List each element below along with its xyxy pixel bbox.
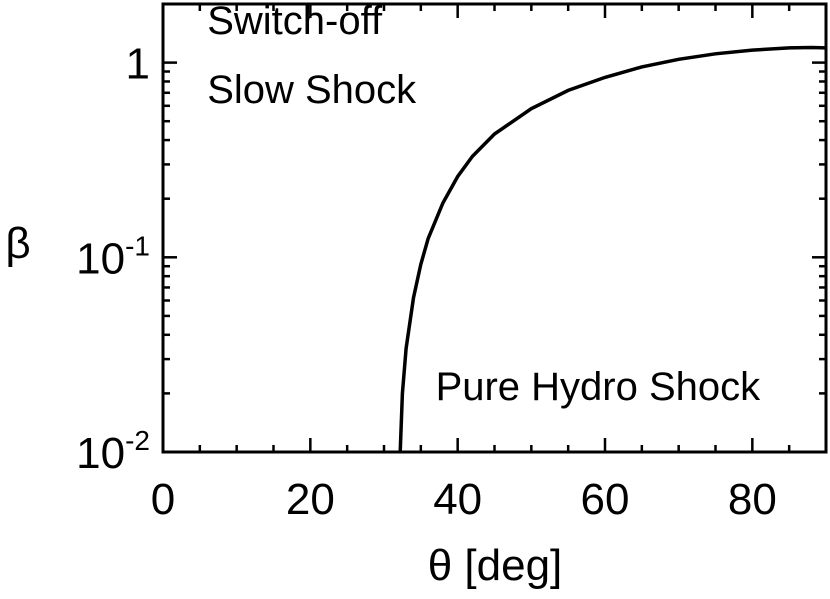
y-tick-label: 10-1	[76, 230, 150, 283]
x-tick-label: 20	[286, 475, 335, 524]
x-tick-label: 80	[728, 475, 777, 524]
x-tick-label: 0	[151, 475, 175, 524]
y-axis-label: β	[5, 219, 30, 268]
x-axis-label: θ [deg]	[428, 541, 563, 590]
y-tick-labels: 1 10-1 10-2	[76, 40, 150, 478]
annotation-switch-off: Slow Shock	[207, 68, 417, 112]
x-tick-label: 60	[581, 475, 630, 524]
beta-curve	[398, 45, 827, 453]
annotations: Switch-off Slow Shock Pure Hydro Shock	[207, 0, 761, 409]
y-tick-label: 10-2	[76, 425, 150, 478]
plot-frame	[161, 2, 828, 454]
x-tick-label: 40	[433, 475, 482, 524]
y-tick-label: 1	[126, 40, 150, 89]
annotation-switch-off: Switch-off	[207, 0, 383, 43]
x-tick-labels: 0 20 40 60 80	[151, 475, 777, 524]
annotation-pure-hydro: Pure Hydro Shock	[436, 365, 762, 409]
